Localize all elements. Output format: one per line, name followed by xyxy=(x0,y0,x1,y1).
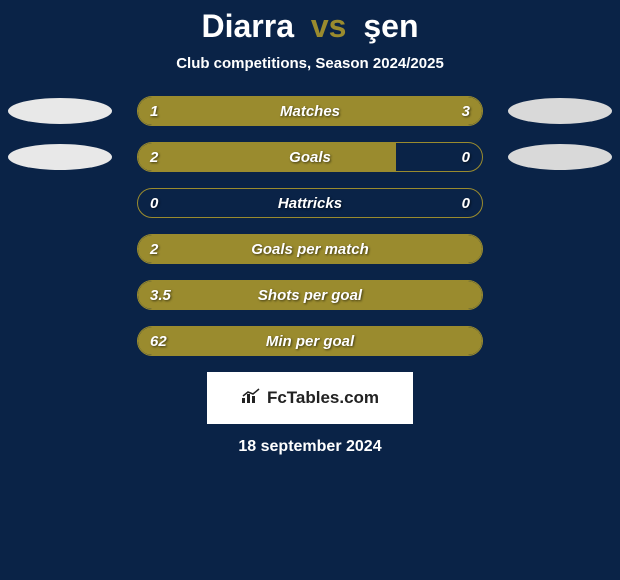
comparison-card: Diarra vs şen Club competitions, Season … xyxy=(0,0,620,456)
stat-row: 62Min per goal xyxy=(0,326,620,356)
stat-row: 3.5Shots per goal xyxy=(0,280,620,310)
stat-label: Shots per goal xyxy=(138,281,482,309)
date-label: 18 september 2024 xyxy=(0,438,620,456)
stat-bar: 2Goals per match xyxy=(137,234,483,264)
stat-bar: 20Goals xyxy=(137,142,483,172)
stat-label: Goals xyxy=(138,143,482,171)
chart-icon xyxy=(241,388,261,409)
subtitle: Club competitions, Season 2024/2025 xyxy=(0,55,620,72)
player2-badge xyxy=(508,98,612,124)
vs-label: vs xyxy=(311,8,347,44)
player2-badge xyxy=(508,144,612,170)
stat-bar: 13Matches xyxy=(137,96,483,126)
stat-bar: 62Min per goal xyxy=(137,326,483,356)
player1-badge xyxy=(8,98,112,124)
stat-row: 00Hattricks xyxy=(0,188,620,218)
player1-badge xyxy=(8,144,112,170)
stat-row: 2Goals per match xyxy=(0,234,620,264)
stat-bar: 00Hattricks xyxy=(137,188,483,218)
stat-row: 13Matches xyxy=(0,96,620,126)
player1-name: Diarra xyxy=(201,8,294,44)
stat-label: Goals per match xyxy=(138,235,482,263)
stat-label: Hattricks xyxy=(138,189,482,217)
page-title: Diarra vs şen xyxy=(0,8,620,45)
footer-badge[interactable]: FcTables.com xyxy=(207,372,413,424)
stat-label: Min per goal xyxy=(138,327,482,355)
player2-name: şen xyxy=(363,8,418,44)
stat-row: 20Goals xyxy=(0,142,620,172)
footer-logo-text: FcTables.com xyxy=(267,388,379,408)
stat-rows: 13Matches 20Goals 00Hattricks 2Goals per ma… xyxy=(0,96,620,356)
stat-label: Matches xyxy=(138,97,482,125)
stat-bar: 3.5Shots per goal xyxy=(137,280,483,310)
